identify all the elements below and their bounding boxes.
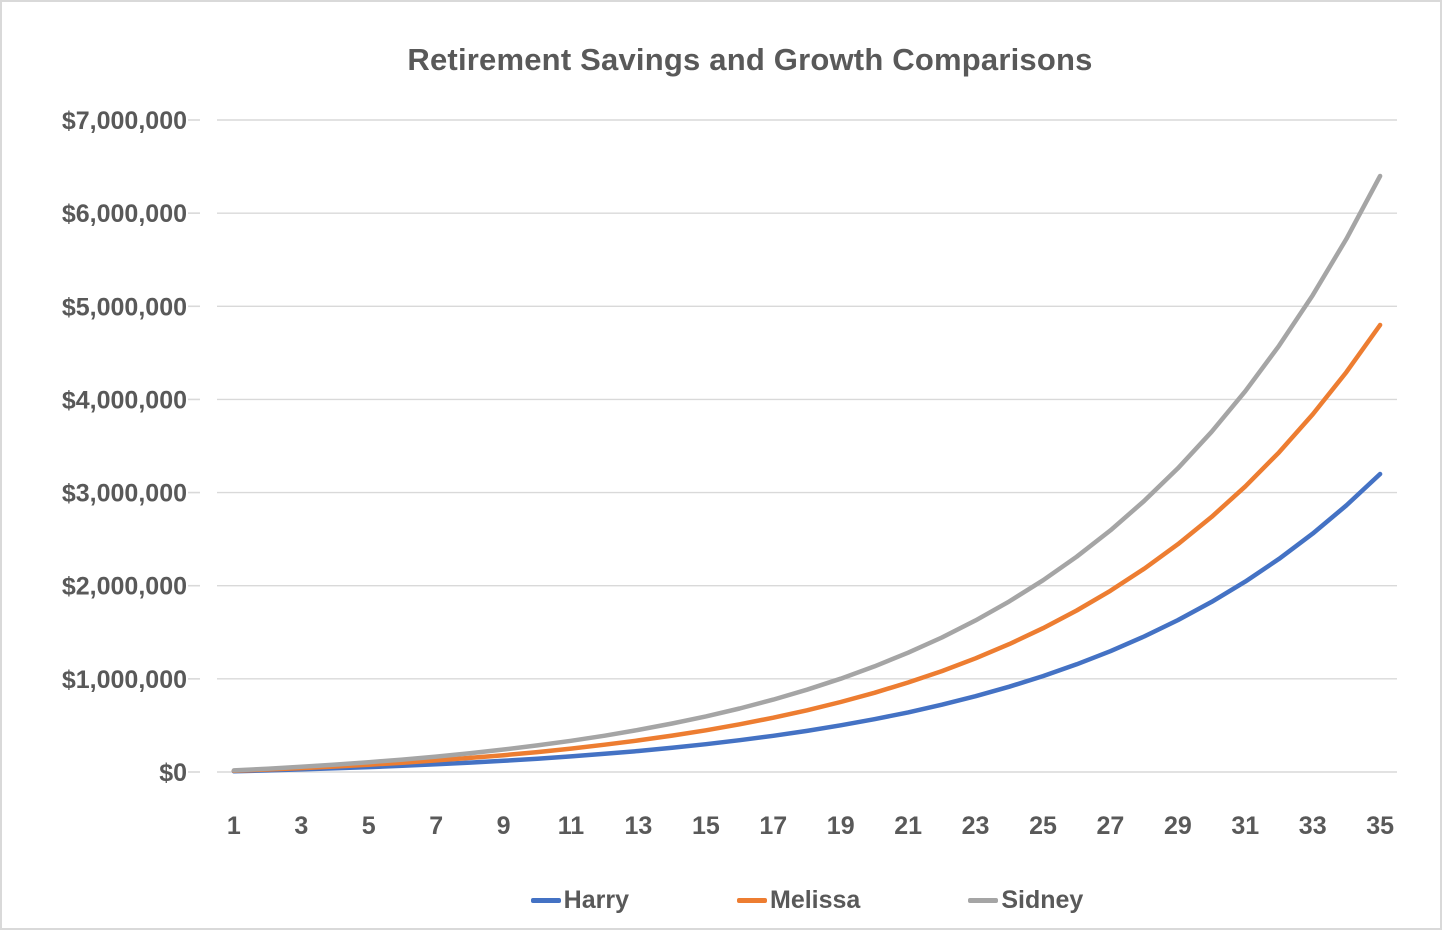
legend-swatch-melissa — [737, 897, 767, 903]
series-line-harry — [231, 471, 1383, 774]
legend: Harry Melissa Sidney — [217, 880, 1397, 920]
x-tick-label: 17 — [759, 812, 787, 840]
legend-label: Harry — [563, 885, 629, 914]
x-tick-label: 29 — [1164, 812, 1192, 840]
legend-swatch-sidney — [968, 897, 999, 903]
y-tick-label: $3,000,000 — [62, 480, 187, 508]
chart-title: Retirement Savings and Growth Comparison… — [407, 42, 1093, 77]
legend-item-melissa: Melissa — [737, 886, 860, 915]
y-axis-labels: $0 $1,000,000 $2,000,000 $3,000,000 $4,000,0… — [62, 107, 187, 787]
y-tick-label: $1,000,000 — [62, 666, 187, 694]
y-tick-label: $0 — [159, 759, 187, 787]
y-axis-ticks — [188, 119, 200, 773]
x-tick-label: 27 — [1097, 812, 1125, 840]
legend-label: Melissa — [770, 885, 861, 914]
x-tick-label: 19 — [827, 812, 855, 840]
x-tick-label: 23 — [962, 812, 990, 840]
x-tick-label: 7 — [429, 812, 443, 840]
gridlines — [217, 119, 1397, 773]
series-lines — [231, 173, 1383, 774]
y-tick-label: $2,000,000 — [62, 573, 187, 601]
x-tick-label: 3 — [294, 812, 308, 840]
x-tick-label: 5 — [362, 812, 376, 840]
x-tick-label: 9 — [497, 812, 511, 840]
y-tick-label: $5,000,000 — [62, 293, 187, 321]
y-tick-label: $7,000,000 — [62, 107, 187, 135]
x-axis-labels: 1 3 5 7 9 11 13 15 17 19 21 23 25 27 29 31 33 35 — [227, 812, 1394, 840]
legend-swatch-harry — [530, 897, 561, 903]
x-tick-label: 25 — [1029, 812, 1057, 840]
series-line-sidney — [231, 173, 1383, 773]
y-tick-label: $4,000,000 — [62, 386, 187, 414]
x-tick-label: 11 — [558, 812, 585, 840]
x-tick-label: 15 — [692, 812, 720, 840]
legend-label: Sidney — [1001, 885, 1084, 914]
x-tick-label: 33 — [1299, 812, 1327, 840]
x-tick-label: 21 — [894, 812, 922, 840]
y-tick-label: $6,000,000 — [62, 200, 187, 228]
x-tick-label: 31 — [1231, 812, 1259, 840]
x-tick-label: 35 — [1366, 812, 1394, 840]
x-tick-label: 13 — [625, 812, 653, 840]
legend-item-sidney: Sidney — [968, 886, 1083, 915]
series-line-melissa — [231, 322, 1383, 774]
legend-item-harry: Harry — [530, 885, 629, 915]
x-tick-label: 1 — [227, 812, 241, 840]
